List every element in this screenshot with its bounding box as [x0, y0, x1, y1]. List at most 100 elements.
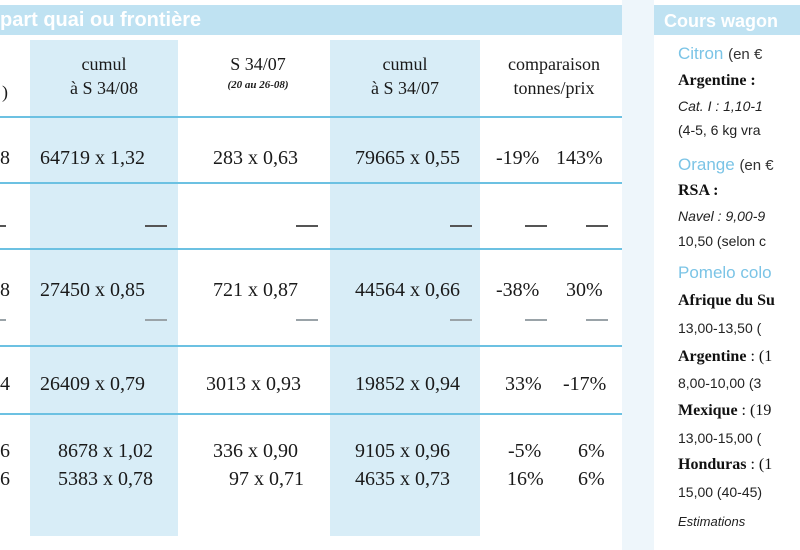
- cell-cumul-08: 64719 x 1,32: [40, 147, 145, 169]
- product-orange-name: Orange: [678, 155, 735, 174]
- cell-cumul-08: 5383 x 0,78: [58, 468, 153, 490]
- header-comparaison-sub: tonnes/prix: [513, 78, 595, 98]
- wagon-prices-title: Cours wagon: [664, 11, 779, 31]
- cell-s34-07: 283 x 0,63: [213, 147, 298, 169]
- price-line: 8,00-10,00 (3: [678, 375, 762, 391]
- cell-cumul-07: 19852 x 0,94: [355, 373, 460, 395]
- cell-comp-tonnes: -5%: [508, 440, 542, 462]
- country-label: Afrique du Su: [678, 292, 775, 309]
- wagon-prices-panel: Cours wagon Citron (en € Argentine : Cat…: [654, 0, 800, 550]
- product-orange-unit: (en €: [739, 157, 774, 174]
- cell-comp-prix: -17%: [563, 373, 607, 395]
- cell-cumul-08: 8678 x 1,02: [58, 440, 153, 462]
- cell-col0: 6: [0, 440, 10, 462]
- cell-comp-tonnes: 33%: [505, 373, 542, 395]
- header-comparaison: comparaison tonnes/prix: [486, 52, 622, 100]
- shaded-column-cumul-08: [30, 40, 178, 536]
- cell-col0: 6: [0, 468, 10, 490]
- country-label: Honduras: [678, 456, 747, 473]
- country-honduras: Honduras : (1: [678, 456, 772, 474]
- country-argentine: Argentine :: [678, 72, 756, 90]
- price-line: Cat. I : 1,10-1: [678, 98, 763, 114]
- price-line: 10,50 (selon c: [678, 233, 766, 249]
- price-line: (4-5, 6 kg vra: [678, 122, 761, 138]
- product-pomelo: Pomelo colo: [678, 263, 772, 283]
- country-label: Argentine :: [678, 72, 756, 89]
- dash: [0, 225, 6, 227]
- cell-col0: 8: [0, 279, 10, 301]
- row-divider: [0, 182, 622, 184]
- header-cumul-07-label: cumul: [382, 54, 428, 74]
- estimations-note: Estimations: [678, 514, 746, 529]
- shaded-column-cumul-07: [330, 40, 480, 536]
- cell-col0: 4: [0, 373, 10, 395]
- price-line: 13,00-13,50 (: [678, 320, 762, 336]
- country-extra: : (1: [746, 456, 773, 473]
- cell-comp-prix: 6%: [578, 440, 605, 462]
- row-divider: [0, 413, 622, 415]
- country-extra: : (19: [737, 402, 772, 419]
- cell-s34-07: 3013 x 0,93: [206, 373, 301, 395]
- cell-s34-07: 721 x 0,87: [213, 279, 298, 301]
- table-banner: part quai ou frontière: [0, 5, 622, 35]
- cell-comp-tonnes: -19%: [496, 147, 540, 169]
- row-divider: [0, 345, 622, 347]
- product-orange: Orange (en €: [678, 155, 774, 175]
- cell-comp-tonnes: -38%: [496, 279, 540, 301]
- dash: [586, 225, 608, 227]
- header-col0: ): [0, 80, 10, 104]
- dash: [586, 319, 608, 321]
- dash: [145, 225, 167, 227]
- header-cumul-08-sub: à S 34/08: [69, 78, 138, 98]
- row-divider: [0, 248, 622, 250]
- wagon-prices-banner: Cours wagon: [654, 5, 800, 35]
- product-citron-unit: (en €: [728, 46, 763, 63]
- dash: [525, 319, 547, 321]
- cell-cumul-08: 27450 x 0,85: [40, 279, 145, 301]
- cell-cumul-07: 9105 x 0,96: [355, 440, 450, 462]
- cell-cumul-07: 4635 x 0,73: [355, 468, 450, 490]
- country-label: RSA :: [678, 182, 719, 199]
- cell-comp-prix: 30%: [566, 279, 603, 301]
- country-label: Mexique: [678, 402, 738, 419]
- price-line: Navel : 9,00-9: [678, 208, 766, 224]
- country-afrique-du-sud: Afrique du Su: [678, 292, 775, 310]
- cell-comp-prix: 143%: [556, 147, 603, 169]
- cell-cumul-07: 79665 x 0,55: [355, 147, 460, 169]
- country-label: Argentine: [678, 348, 747, 365]
- header-cumul-08: cumul à S 34/08: [30, 52, 178, 100]
- cell-cumul-07: 44564 x 0,66: [355, 279, 460, 301]
- header-col0-label: ): [2, 82, 8, 102]
- header-s34-07: S 34/07 (20 au 26-08): [188, 52, 328, 94]
- table-banner-title: part quai ou frontière: [0, 9, 202, 31]
- product-citron-name: Citron: [678, 44, 724, 63]
- cell-cumul-08: 26409 x 0,79: [40, 373, 145, 395]
- country-mexique: Mexique : (19: [678, 402, 771, 420]
- header-cumul-08-label: cumul: [81, 54, 127, 74]
- row-divider: [0, 116, 622, 118]
- header-s34-07-label: S 34/07: [230, 54, 286, 74]
- dash: [450, 319, 472, 321]
- market-table-panel: part quai ou frontière ) cumul à S 34/08…: [0, 0, 622, 550]
- dash: [525, 225, 547, 227]
- cell-s34-07: 336 x 0,90: [213, 440, 298, 462]
- country-extra: : (1: [746, 348, 773, 365]
- header-comparaison-label: comparaison: [508, 54, 600, 74]
- product-citron: Citron (en €: [678, 44, 762, 64]
- country-argentine-pomelo: Argentine : (1: [678, 348, 772, 366]
- country-rsa: RSA :: [678, 182, 718, 200]
- cell-comp-prix: 6%: [578, 468, 605, 490]
- dash: [296, 225, 318, 227]
- cell-comp-tonnes: 16%: [507, 468, 544, 490]
- dash: [450, 225, 472, 227]
- header-s34-07-sub: (20 au 26-08): [227, 79, 289, 91]
- price-line: 13,00-15,00 (: [678, 430, 762, 446]
- price-line: 15,00 (40-45): [678, 484, 763, 500]
- cell-col0: 8: [0, 147, 10, 169]
- dash: [145, 319, 167, 321]
- cell-s34-07: 97 x 0,71: [229, 468, 304, 490]
- product-pomelo-name: Pomelo colo: [678, 263, 772, 282]
- header-cumul-07-sub: à S 34/07: [370, 78, 439, 98]
- dash: [0, 319, 6, 321]
- dash: [296, 319, 318, 321]
